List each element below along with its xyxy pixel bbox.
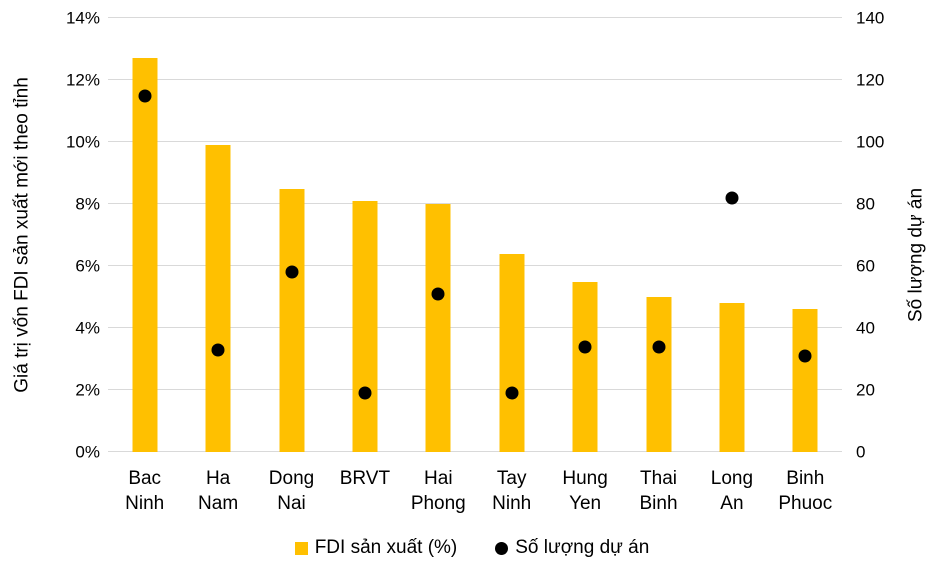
- dot-brvt: [358, 386, 372, 400]
- x-label-brvt: BRVT: [339, 468, 391, 489]
- dot-binh-phuoc: [798, 349, 812, 363]
- gridline: [108, 265, 842, 266]
- gridline: [108, 141, 842, 142]
- dot-ha-nam: [211, 343, 225, 357]
- dot-long-an: [725, 191, 739, 205]
- left-axis-tick-label: 4%: [75, 318, 100, 338]
- left-axis-ticks: 0% 2% 4% 6% 8% 10% 12% 14%: [34, 10, 100, 461]
- x-label-long-an: Long An: [710, 468, 754, 514]
- gridline: [108, 203, 842, 204]
- x-label-hung-yen: Hung Yen: [562, 468, 608, 514]
- gridline: [108, 17, 842, 18]
- dot-tay-ninh: [505, 386, 519, 400]
- x-label-bac-ninh: Bac Ninh: [125, 468, 165, 514]
- left-axis-tick-label: 12%: [65, 70, 100, 90]
- bar-binh-phuoc: [792, 309, 818, 452]
- left-axis-tick-label: 0%: [75, 442, 100, 462]
- right-axis-tick-label: 40: [856, 318, 875, 338]
- right-axis-tick-label: 20: [856, 380, 875, 400]
- dot-hung-yen: [578, 340, 592, 354]
- gridline: [108, 79, 842, 80]
- left-axis-tick-label: 2%: [75, 380, 100, 400]
- dot-hai-phong: [431, 287, 445, 301]
- bar-ha-nam: [205, 145, 231, 452]
- legend-label-projects: Số lượng dự án: [515, 537, 650, 558]
- gridline: [108, 389, 842, 390]
- right-axis-tick-label: 120: [856, 70, 885, 90]
- left-axis-title: Giá trị vốn FDI sản xuất mới theo tỉnh: [11, 77, 33, 393]
- bar-long-an: [719, 303, 745, 452]
- bar-dong-nai: [279, 188, 304, 452]
- right-axis-tick-label: 80: [856, 194, 875, 214]
- right-axis-ticks: 0 20 40 60 80 100 120 140: [856, 10, 916, 461]
- x-label-ha-nam: Ha Nam: [198, 468, 239, 514]
- x-label-thai-binh: Thai Binh: [639, 468, 678, 514]
- legend: FDI sản xuất (%) Số lượng dự án: [0, 537, 944, 559]
- bar-bac-ninh: [132, 58, 158, 452]
- right-axis-tick-label: 0: [856, 442, 866, 462]
- bar-thai-binh: [646, 297, 671, 452]
- right-axis-tick-label: 140: [856, 8, 885, 28]
- legend-item-fdi: FDI sản xuất (%): [294, 537, 458, 559]
- scatter-series-swatch-icon: [495, 541, 509, 555]
- gridline: [108, 327, 842, 328]
- legend-item-projects: Số lượng dự án: [495, 537, 649, 559]
- right-axis-tick-label: 60: [856, 256, 875, 276]
- left-axis-tick-label: 14%: [65, 8, 100, 28]
- plot-area: [108, 17, 842, 452]
- dot-dong-nai: [285, 265, 298, 279]
- x-label-hai-phong: Hai Phong: [410, 468, 466, 514]
- bar-tay-ninh: [499, 253, 525, 452]
- x-axis-labels: Bac Ninh Ha Nam Dong Nai BRVT Hai Phong Tay Ninh Hu…: [108, 466, 842, 524]
- left-axis-tick-label: 6%: [75, 256, 100, 276]
- bar-series-swatch-icon: [294, 541, 308, 555]
- bar-hai-phong: [425, 204, 451, 452]
- left-axis-tick-label: 8%: [75, 194, 100, 214]
- right-axis-tick-label: 100: [856, 132, 885, 152]
- gridline: [108, 451, 842, 452]
- x-label-binh-phuoc: Binh Phuoc: [778, 468, 833, 514]
- left-axis-tick-label: 10%: [65, 132, 100, 152]
- bar-brvt: [352, 200, 378, 452]
- x-label-tay-ninh: Tay Ninh: [492, 468, 532, 514]
- x-label-dong-nai: Dong Nai: [268, 468, 315, 514]
- dot-thai-binh: [652, 340, 665, 354]
- bar-hung-yen: [572, 281, 598, 452]
- legend-label-fdi: FDI sản xuất (%): [314, 537, 458, 558]
- dot-bac-ninh: [138, 89, 152, 102]
